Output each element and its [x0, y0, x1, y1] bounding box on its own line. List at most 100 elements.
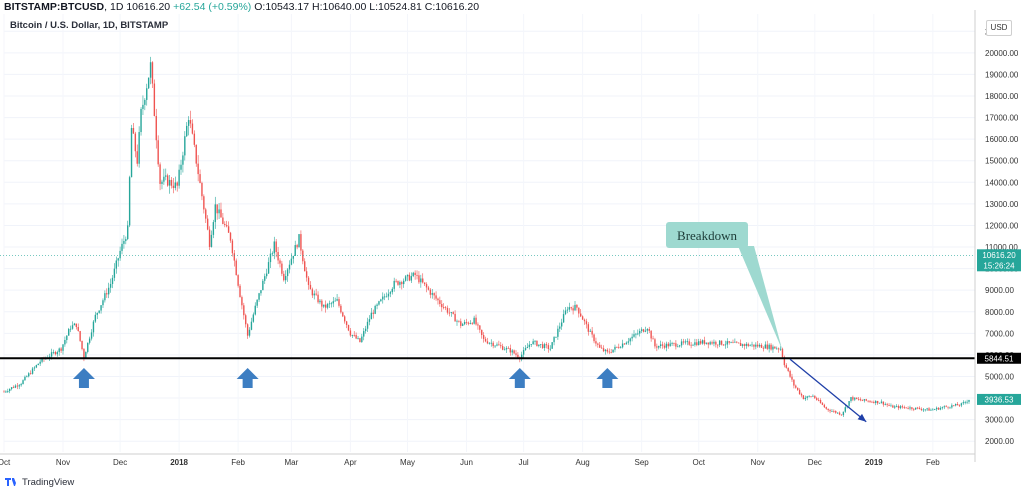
candle-body [410, 276, 413, 281]
tradingview-logo-icon [4, 476, 18, 488]
interval[interactable]: 1D [109, 1, 124, 13]
candle-body [783, 357, 786, 366]
candle-body [669, 343, 671, 347]
candle-body [380, 299, 382, 302]
candle-body [730, 342, 732, 344]
candle-body [267, 262, 270, 274]
candle-body [492, 342, 494, 347]
candle-body [467, 322, 470, 324]
candle-body [591, 330, 593, 335]
candle-body [90, 332, 93, 339]
candle-body [684, 341, 687, 343]
candle-body [134, 133, 137, 152]
candle-body [842, 411, 845, 416]
candle-body [863, 399, 866, 401]
candle-body [587, 324, 590, 332]
candle-body [311, 289, 314, 296]
candle-body [802, 395, 805, 400]
low-value: 10524.81 [378, 1, 422, 13]
candle-body [138, 132, 140, 164]
x-tick-label: Aug [576, 458, 590, 467]
candle-body [854, 397, 856, 400]
candle-body [555, 336, 557, 338]
candle-body [88, 338, 91, 343]
candle-body [770, 344, 772, 350]
candle-body [698, 341, 700, 346]
candle-body [366, 321, 369, 329]
candle-body [568, 307, 570, 310]
candle-body [208, 229, 211, 247]
symbol-name[interactable]: BITSTAMP:BTCUSD [4, 1, 105, 13]
candle-body [857, 398, 860, 400]
candle-body [345, 321, 348, 325]
candle-body [71, 325, 74, 329]
candle-body [111, 277, 114, 284]
candle-body [614, 346, 616, 350]
candle-body [37, 363, 39, 366]
candle-body [741, 344, 744, 346]
candle-body [393, 280, 395, 289]
candle-body [639, 330, 641, 334]
candle-body [966, 401, 968, 403]
candle-body [663, 345, 666, 348]
candle-body [658, 345, 660, 348]
price-label-box [977, 352, 1021, 364]
candle-body [530, 344, 532, 345]
x-tick-label: Dec [808, 458, 822, 467]
candle-body [353, 335, 355, 336]
candle-body [60, 348, 62, 351]
candle-body [743, 344, 746, 346]
candle-body [465, 321, 468, 323]
candle-body [9, 389, 11, 392]
candle-body [277, 252, 279, 261]
candle-body [256, 299, 258, 306]
candle-body [222, 217, 224, 224]
candle-body [239, 285, 241, 298]
candle-body [484, 338, 487, 342]
candle-body [536, 340, 538, 347]
chart-subtitle: Bitcoin / U.S. Dollar, 1D, BITSTAMP [10, 20, 169, 31]
candle-body [680, 341, 683, 346]
candle-body [243, 305, 245, 316]
candle-body [600, 347, 603, 349]
candle-body [814, 395, 816, 399]
candle-body [538, 344, 540, 347]
candle-body [654, 339, 656, 347]
candle-body [163, 176, 165, 182]
candle-body [425, 284, 428, 288]
close-value: 10616.20 [435, 1, 480, 13]
candle-body [798, 389, 801, 394]
candle-body [696, 342, 698, 346]
x-tick-label: Mar [285, 458, 299, 467]
candle-body [633, 334, 635, 337]
trend-arrow-line [789, 358, 867, 423]
candle-body [140, 108, 142, 133]
footer-brand[interactable]: TradingView [4, 476, 74, 488]
candle-body [252, 314, 255, 322]
currency-button[interactable]: USD [986, 20, 1012, 36]
candle-body [659, 344, 662, 346]
candle-body [281, 263, 283, 274]
y-tick-label: 20000.00 [985, 49, 1019, 58]
candle-body [387, 293, 390, 297]
candle-body [248, 329, 251, 336]
candle-body [599, 344, 601, 348]
candle-body [273, 241, 275, 254]
candle-body [250, 321, 253, 330]
candle-body [631, 336, 633, 339]
candle-body [623, 343, 626, 345]
candle-body [106, 293, 108, 295]
candle-body [549, 348, 551, 350]
candle-body [677, 346, 679, 348]
candle-body [619, 347, 622, 349]
candle-body [888, 404, 890, 406]
candle-body [570, 307, 572, 309]
candle-body [458, 320, 460, 322]
candle-body [357, 338, 359, 339]
candle-body [886, 404, 888, 405]
candle-body [456, 320, 458, 322]
candle-body [416, 275, 418, 276]
candle-body [559, 326, 561, 329]
arrow-up-icon [508, 368, 531, 388]
